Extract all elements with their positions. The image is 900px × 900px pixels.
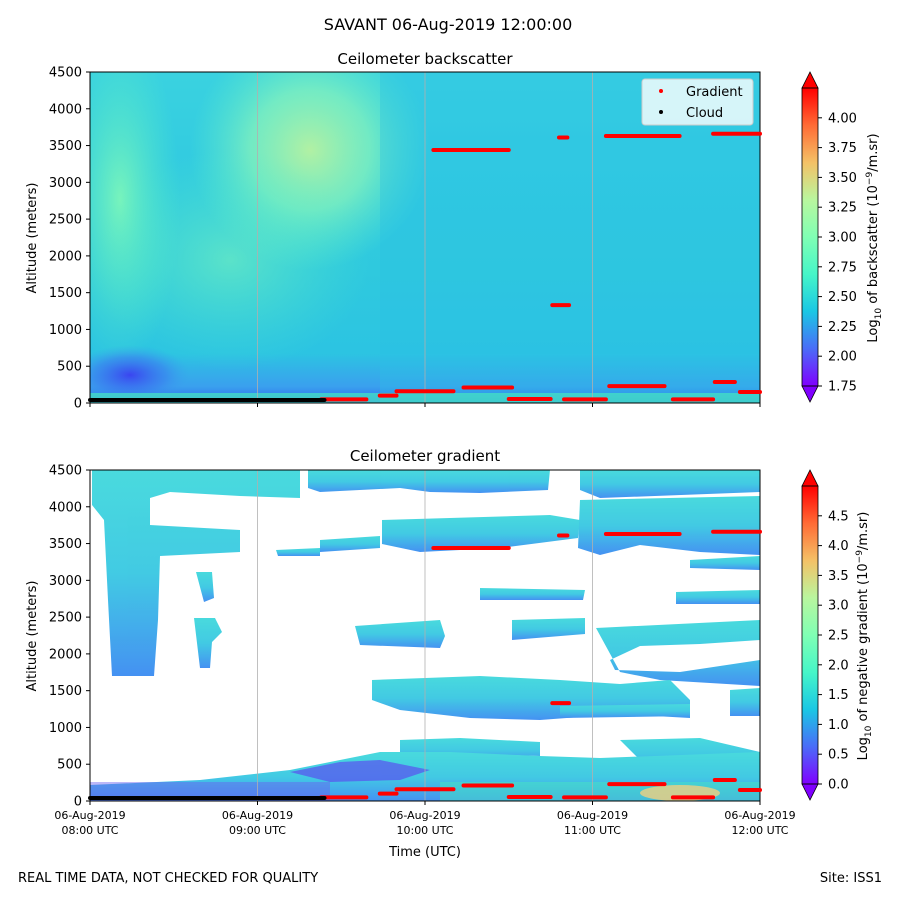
- backscatter-gridlines: [257, 72, 593, 403]
- gradient-panel: Ceilometer gradient: [25, 447, 874, 860]
- backscatter-markers: [88, 131, 762, 403]
- gradient-x-axis: 06-Aug-2019 08:00 UTC 06-Aug-2019 09:00 UTC…: [54, 801, 796, 837]
- x-tick-time: 09:00 UTC: [229, 824, 286, 837]
- y-tick-label: 4000: [49, 102, 82, 117]
- backscatter-y-axis: 0 500 1000 1500 2000 2500 3000 3500 4000 4500: [49, 66, 90, 412]
- backscatter-colorbar: 1.75 2.00 2.25 2.50 2.75 3.00 3.25 3.50 3.75 4.00…: [801, 71, 884, 403]
- colorbar-tick-label: 3.5: [828, 569, 849, 584]
- y-tick-label: 3000: [49, 176, 82, 191]
- backscatter-panel: Ceilometer backscatter 0 500 1000 1500 2000 2…: [25, 50, 884, 412]
- colorbar-tick-label: 2.00: [828, 350, 857, 365]
- y-tick-label: 2000: [49, 647, 82, 662]
- gradient-gridlines: [257, 470, 593, 801]
- colorbar-tick-label: 2.50: [828, 290, 857, 305]
- colorbar-tick-label: 3.0: [828, 599, 849, 614]
- x-tick-time: 12:00 UTC: [731, 824, 788, 837]
- colorbar-tick-label: 3.50: [828, 171, 857, 186]
- y-tick-label: 1500: [49, 286, 82, 301]
- legend-cloud-marker: [659, 110, 663, 114]
- x-tick-date: 06-Aug-2019: [557, 809, 628, 822]
- footer-site: Site: ISS1: [820, 871, 882, 886]
- gradient-ylabel: Altitude (meters): [25, 581, 40, 692]
- y-tick-label: 3000: [49, 574, 82, 589]
- y-tick-label: 0: [74, 795, 82, 810]
- gradient-colorbar: 0.0 0.5 1.0 1.5 2.0 2.5 3.0 3.5 4.0 4.5 Log10 of …: [801, 469, 874, 801]
- gradient-colorbar-ticks: 0.0 0.5 1.0 1.5 2.0 2.5 3.0 3.5 4.0 4.5: [818, 509, 849, 793]
- legend-cloud-label: Cloud: [686, 106, 723, 121]
- colorbar-tick-label: 2.5: [828, 629, 849, 644]
- x-tick-time: 10:00 UTC: [396, 824, 453, 837]
- x-tick-date: 06-Aug-2019: [389, 809, 460, 822]
- y-tick-label: 1500: [49, 684, 82, 699]
- y-tick-label: 2000: [49, 249, 82, 264]
- y-tick-label: 0: [74, 397, 82, 412]
- colorbar-bottom-extend: [801, 783, 819, 801]
- x-tick-date: 06-Aug-2019: [222, 809, 293, 822]
- backscatter-colorbar-label: Log10 of backscatter (10−9/m.sr): [865, 133, 884, 342]
- backscatter-ylabel: Altitude (meters): [25, 183, 40, 294]
- y-tick-label: 4000: [49, 500, 82, 515]
- colorbar-tick-label: 3.00: [828, 231, 857, 246]
- gradient-y-axis: 0 500 1000 1500 2000 2500 3000 3500 4000 4500: [49, 464, 90, 810]
- legend-gradient-marker: [659, 89, 663, 93]
- x-tick-time: 11:00 UTC: [564, 824, 621, 837]
- legend-gradient-label: Gradient: [686, 85, 743, 100]
- colorbar-tick-label: 3.25: [828, 201, 857, 216]
- colorbar-top-extend: [801, 71, 819, 89]
- gradient-title: Ceilometer gradient: [350, 447, 500, 465]
- colorbar-tick-label: 3.75: [828, 141, 857, 156]
- colorbar-tick-label: 1.5: [828, 688, 849, 703]
- y-tick-label: 2500: [49, 611, 82, 626]
- backscatter-x-ticks: [89, 403, 761, 407]
- gradient-markers: [88, 529, 762, 801]
- y-tick-label: 1000: [49, 323, 82, 338]
- gradient-xlabel: Time (UTC): [388, 845, 461, 860]
- colorbar-tick-label: 4.0: [828, 539, 849, 554]
- gradient-colorbar-label: Log10 of negative gradient (10−9/m.sr): [855, 512, 874, 761]
- colorbar-top-extend: [801, 469, 819, 487]
- figure-suptitle: SAVANT 06-Aug-2019 12:00:00: [324, 15, 573, 34]
- x-tick-date: 06-Aug-2019: [54, 809, 125, 822]
- colorbar-tick-label: 4.5: [828, 509, 849, 524]
- colorbar-tick-label: 1.0: [828, 718, 849, 733]
- legend: Gradient Cloud: [641, 78, 754, 126]
- colorbar-tick-label: 1.75: [828, 380, 857, 395]
- colorbar-bottom-extend: [801, 385, 819, 403]
- y-tick-label: 3500: [49, 537, 82, 552]
- x-tick-time: 08:00 UTC: [61, 824, 118, 837]
- colorbar-tick-label: 2.75: [828, 260, 857, 275]
- y-tick-label: 500: [57, 360, 82, 375]
- colorbar-tick-label: 0.0: [828, 778, 849, 793]
- colorbar-tick-label: 0.5: [828, 748, 849, 763]
- y-tick-label: 1000: [49, 721, 82, 736]
- y-tick-label: 4500: [49, 464, 82, 479]
- y-tick-label: 2500: [49, 213, 82, 228]
- y-tick-label: 500: [57, 758, 82, 773]
- legend-box: [641, 78, 754, 126]
- backscatter-title: Ceilometer backscatter: [337, 50, 513, 68]
- backscatter-colorbar-ticks: 1.75 2.00 2.25 2.50 2.75 3.00 3.25 3.50 3.75 4.00: [818, 111, 857, 395]
- colorbar-tick-label: 2.0: [828, 658, 849, 673]
- y-tick-label: 3500: [49, 139, 82, 154]
- y-tick-label: 4500: [49, 66, 82, 81]
- colorbar-tick-label: 2.25: [828, 320, 857, 335]
- x-tick-date: 06-Aug-2019: [724, 809, 795, 822]
- footer-note: REAL TIME DATA, NOT CHECKED FOR QUALITY: [18, 871, 318, 886]
- colorbar-tick-label: 4.00: [828, 111, 857, 126]
